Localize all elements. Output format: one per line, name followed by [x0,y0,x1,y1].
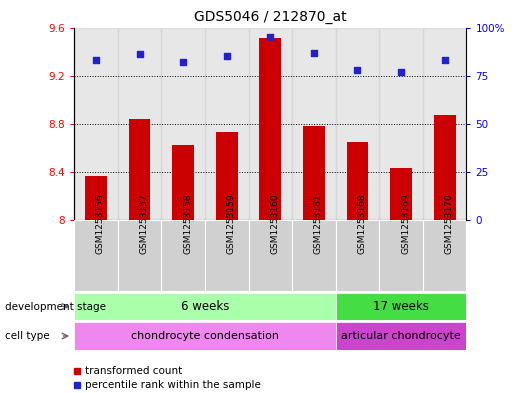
Point [179,59,188,65]
Text: GSM1253160: GSM1253160 [270,193,279,254]
Text: 6 weeks: 6 weeks [181,300,229,313]
Point [310,50,318,56]
Bar [172,145,194,220]
Bar [335,322,466,350]
Bar [292,220,335,291]
Bar [118,28,161,220]
Bar [249,220,292,291]
Text: GSM1253170: GSM1253170 [445,193,454,254]
Bar [74,322,335,350]
Bar [292,28,335,220]
Bar [74,293,335,320]
Bar [249,28,292,220]
Bar [74,28,118,220]
Text: development stage: development stage [5,301,107,312]
Bar [216,132,237,220]
Bar [161,28,205,220]
Bar [259,39,281,220]
Bar [129,119,151,220]
Bar [379,28,423,220]
Bar [423,220,466,291]
Text: cell type: cell type [5,331,50,341]
Title: GDS5046 / 212870_at: GDS5046 / 212870_at [194,10,347,24]
Point [266,34,275,40]
Text: GSM1253156: GSM1253156 [96,193,105,254]
Bar [205,28,249,220]
Bar [423,28,466,220]
Point [135,51,144,58]
Point [223,53,231,59]
Text: chondrocyte condensation: chondrocyte condensation [131,331,279,341]
Bar [335,28,379,220]
Bar [205,220,249,291]
Text: GSM1253157: GSM1253157 [139,193,148,254]
Bar [118,220,161,291]
Text: GSM1253161: GSM1253161 [314,193,323,254]
Text: articular chondrocyte: articular chondrocyte [341,331,461,341]
Bar [85,176,107,220]
Bar [390,168,412,220]
Text: GSM1253158: GSM1253158 [183,193,192,254]
Bar [303,126,325,220]
Bar [434,116,455,220]
Text: 17 weeks: 17 weeks [373,300,429,313]
Point [92,57,100,63]
Bar [161,220,205,291]
Text: GSM1253159: GSM1253159 [227,193,236,254]
Text: transformed count: transformed count [85,366,182,376]
Bar [379,220,423,291]
Bar [335,220,379,291]
Point [440,57,449,63]
Text: GSM1253169: GSM1253169 [401,193,410,254]
Point [353,67,361,73]
Bar [335,293,466,320]
Text: GSM1253168: GSM1253168 [357,193,366,254]
Text: percentile rank within the sample: percentile rank within the sample [85,380,261,390]
Bar [74,220,118,291]
Bar [347,142,368,220]
Point [397,69,405,75]
